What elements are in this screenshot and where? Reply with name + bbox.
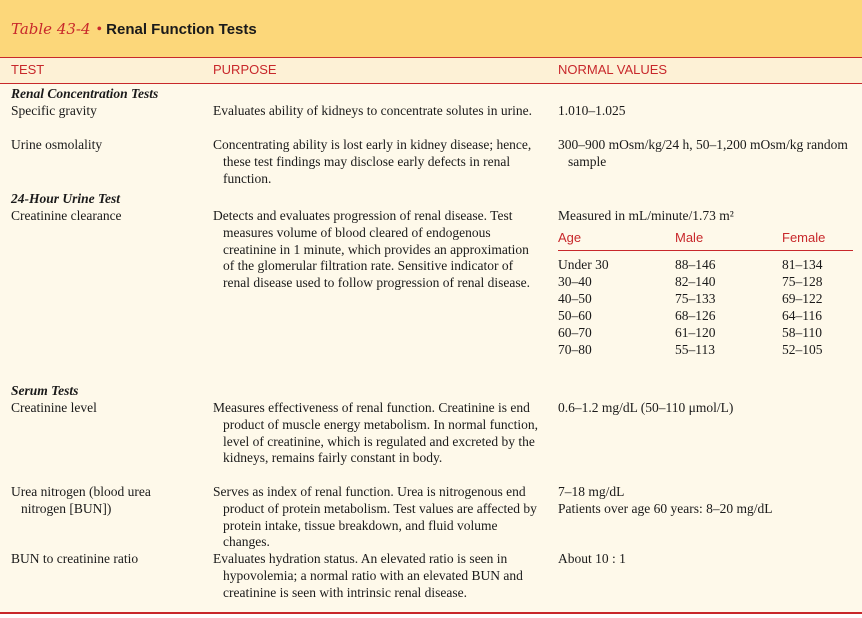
column-header-purpose: PURPOSE [213, 62, 277, 77]
male-cell: 82–140 [675, 274, 716, 289]
normal-urea-nitrogen-2: Patients over age 60 years: 8–20 mg/dL [558, 501, 773, 516]
test-bun-creatinine-ratio: BUN to creatinine ratio [11, 551, 139, 566]
normal-specific-gravity: 1.010–1.025 [558, 103, 626, 118]
normal-creatinine-level: 0.6–1.2 mg/dL (50–110 μmol/L) [558, 400, 734, 415]
female-cell: 69–122 [782, 291, 823, 306]
age-cell: 50–60 [558, 308, 592, 323]
normal-urea-nitrogen-1: 7–18 mg/dL [558, 484, 625, 499]
bottom-rule [0, 612, 862, 614]
sub-header-male: Male [675, 230, 704, 245]
column-header-band [0, 57, 862, 84]
normal-urine-osmolality: 300–900 mOsm/kg/24 h, 50–1,200 mOsm/kg r… [558, 137, 848, 169]
table-number: Table 43-4 [11, 20, 91, 38]
sub-header-female: Female [782, 230, 826, 245]
purpose-urea-nitrogen: Serves as index of renal function. Urea … [213, 484, 537, 550]
female-cell: 81–134 [782, 257, 823, 272]
sub-header-rule [558, 250, 853, 251]
age-cell: 70–80 [558, 342, 592, 357]
purpose-creatinine-level: Measures effectiveness of renal function… [213, 400, 539, 466]
test-urea-nitrogen: Urea nitrogen (blood urea nitrogen [BUN]… [11, 484, 151, 516]
test-urine-osmolality: Urine osmolality [11, 137, 103, 152]
table-name: Renal Function Tests [106, 21, 257, 38]
normal-bun-creatinine-ratio: About 10 : 1 [558, 551, 626, 566]
test-creatinine-clearance: Creatinine clearance [11, 208, 122, 223]
title-band [0, 0, 862, 57]
column-header-test: TEST [11, 62, 45, 77]
section-heading-renal-concentration: Renal Concentration Tests [11, 86, 159, 101]
female-cell: 52–105 [782, 342, 823, 357]
title-bullet: • [96, 21, 103, 38]
purpose-bun-creatinine-ratio: Evaluates hydration status. An elevated … [213, 551, 523, 600]
sub-header-age: Age [558, 230, 582, 245]
purpose-creatinine-clearance: Detects and evaluates progression of ren… [213, 208, 531, 291]
table-title: Table 43-4 • Renal Function Tests [11, 19, 257, 40]
test-creatinine-level: Creatinine level [11, 400, 97, 415]
male-cell: 88–146 [675, 257, 716, 272]
section-heading-serum: Serum Tests [11, 383, 79, 398]
normal-creatinine-clearance-intro: Measured in mL/minute/1.73 m² [558, 208, 734, 223]
age-cell: 60–70 [558, 325, 592, 340]
table-body [0, 84, 862, 612]
section-heading-24-hour-urine: 24-Hour Urine Test [11, 191, 121, 206]
female-cell: 75–128 [782, 274, 823, 289]
male-cell: 75–133 [675, 291, 716, 306]
male-cell: 68–126 [675, 308, 716, 323]
male-cell: 55–113 [675, 342, 715, 357]
female-cell: 64–116 [782, 308, 822, 323]
age-cell: 30–40 [558, 274, 592, 289]
age-cell: Under 30 [558, 257, 609, 272]
age-cell: 40–50 [558, 291, 592, 306]
purpose-urine-osmolality: Concentrating ability is lost early in k… [213, 137, 532, 186]
column-header-normal-values: NORMAL VALUES [558, 62, 668, 77]
female-cell: 58–110 [782, 325, 822, 340]
purpose-specific-gravity: Evaluates ability of kidneys to concentr… [213, 103, 533, 118]
test-specific-gravity: Specific gravity [11, 103, 97, 118]
male-cell: 61–120 [675, 325, 716, 340]
